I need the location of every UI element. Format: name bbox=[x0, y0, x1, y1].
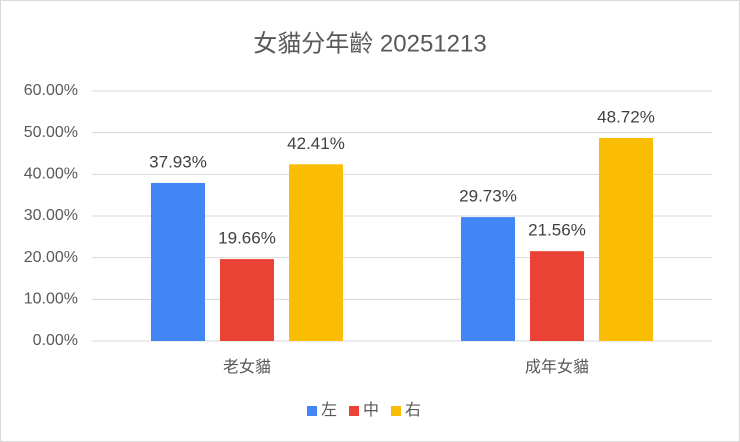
y-tick-label: 20.00% bbox=[24, 249, 78, 266]
y-tick-label: 10.00% bbox=[24, 291, 78, 308]
x-tick-label: 成年女貓 bbox=[525, 357, 589, 376]
bar bbox=[461, 217, 515, 341]
legend-swatch bbox=[349, 406, 359, 416]
legend-label: 左 bbox=[321, 401, 337, 419]
legend-label: 中 bbox=[363, 401, 379, 419]
bar bbox=[599, 138, 653, 341]
chart-title: 女貓分年齡 20251213 bbox=[253, 30, 486, 57]
x-tick-label: 老女貓 bbox=[223, 357, 271, 376]
bar bbox=[151, 182, 205, 341]
value-label: 42.41% bbox=[287, 134, 345, 153]
value-label: 19.66% bbox=[218, 229, 276, 248]
y-tick-label: 50.00% bbox=[24, 124, 78, 141]
legend-swatch bbox=[391, 406, 401, 416]
y-tick-label: 40.00% bbox=[24, 166, 78, 183]
bar bbox=[220, 259, 274, 341]
value-label: 29.73% bbox=[459, 187, 517, 206]
value-label: 48.72% bbox=[597, 107, 655, 126]
bar bbox=[530, 251, 584, 341]
y-tick-label: 60.00% bbox=[24, 82, 78, 99]
y-tick-label: 30.00% bbox=[24, 207, 78, 224]
legend-swatch bbox=[307, 406, 317, 416]
value-label: 37.93% bbox=[149, 152, 207, 171]
value-label: 21.56% bbox=[528, 221, 586, 240]
bar bbox=[289, 164, 343, 341]
legend-label: 右 bbox=[405, 401, 421, 419]
y-tick-label: 0.00% bbox=[33, 332, 78, 349]
